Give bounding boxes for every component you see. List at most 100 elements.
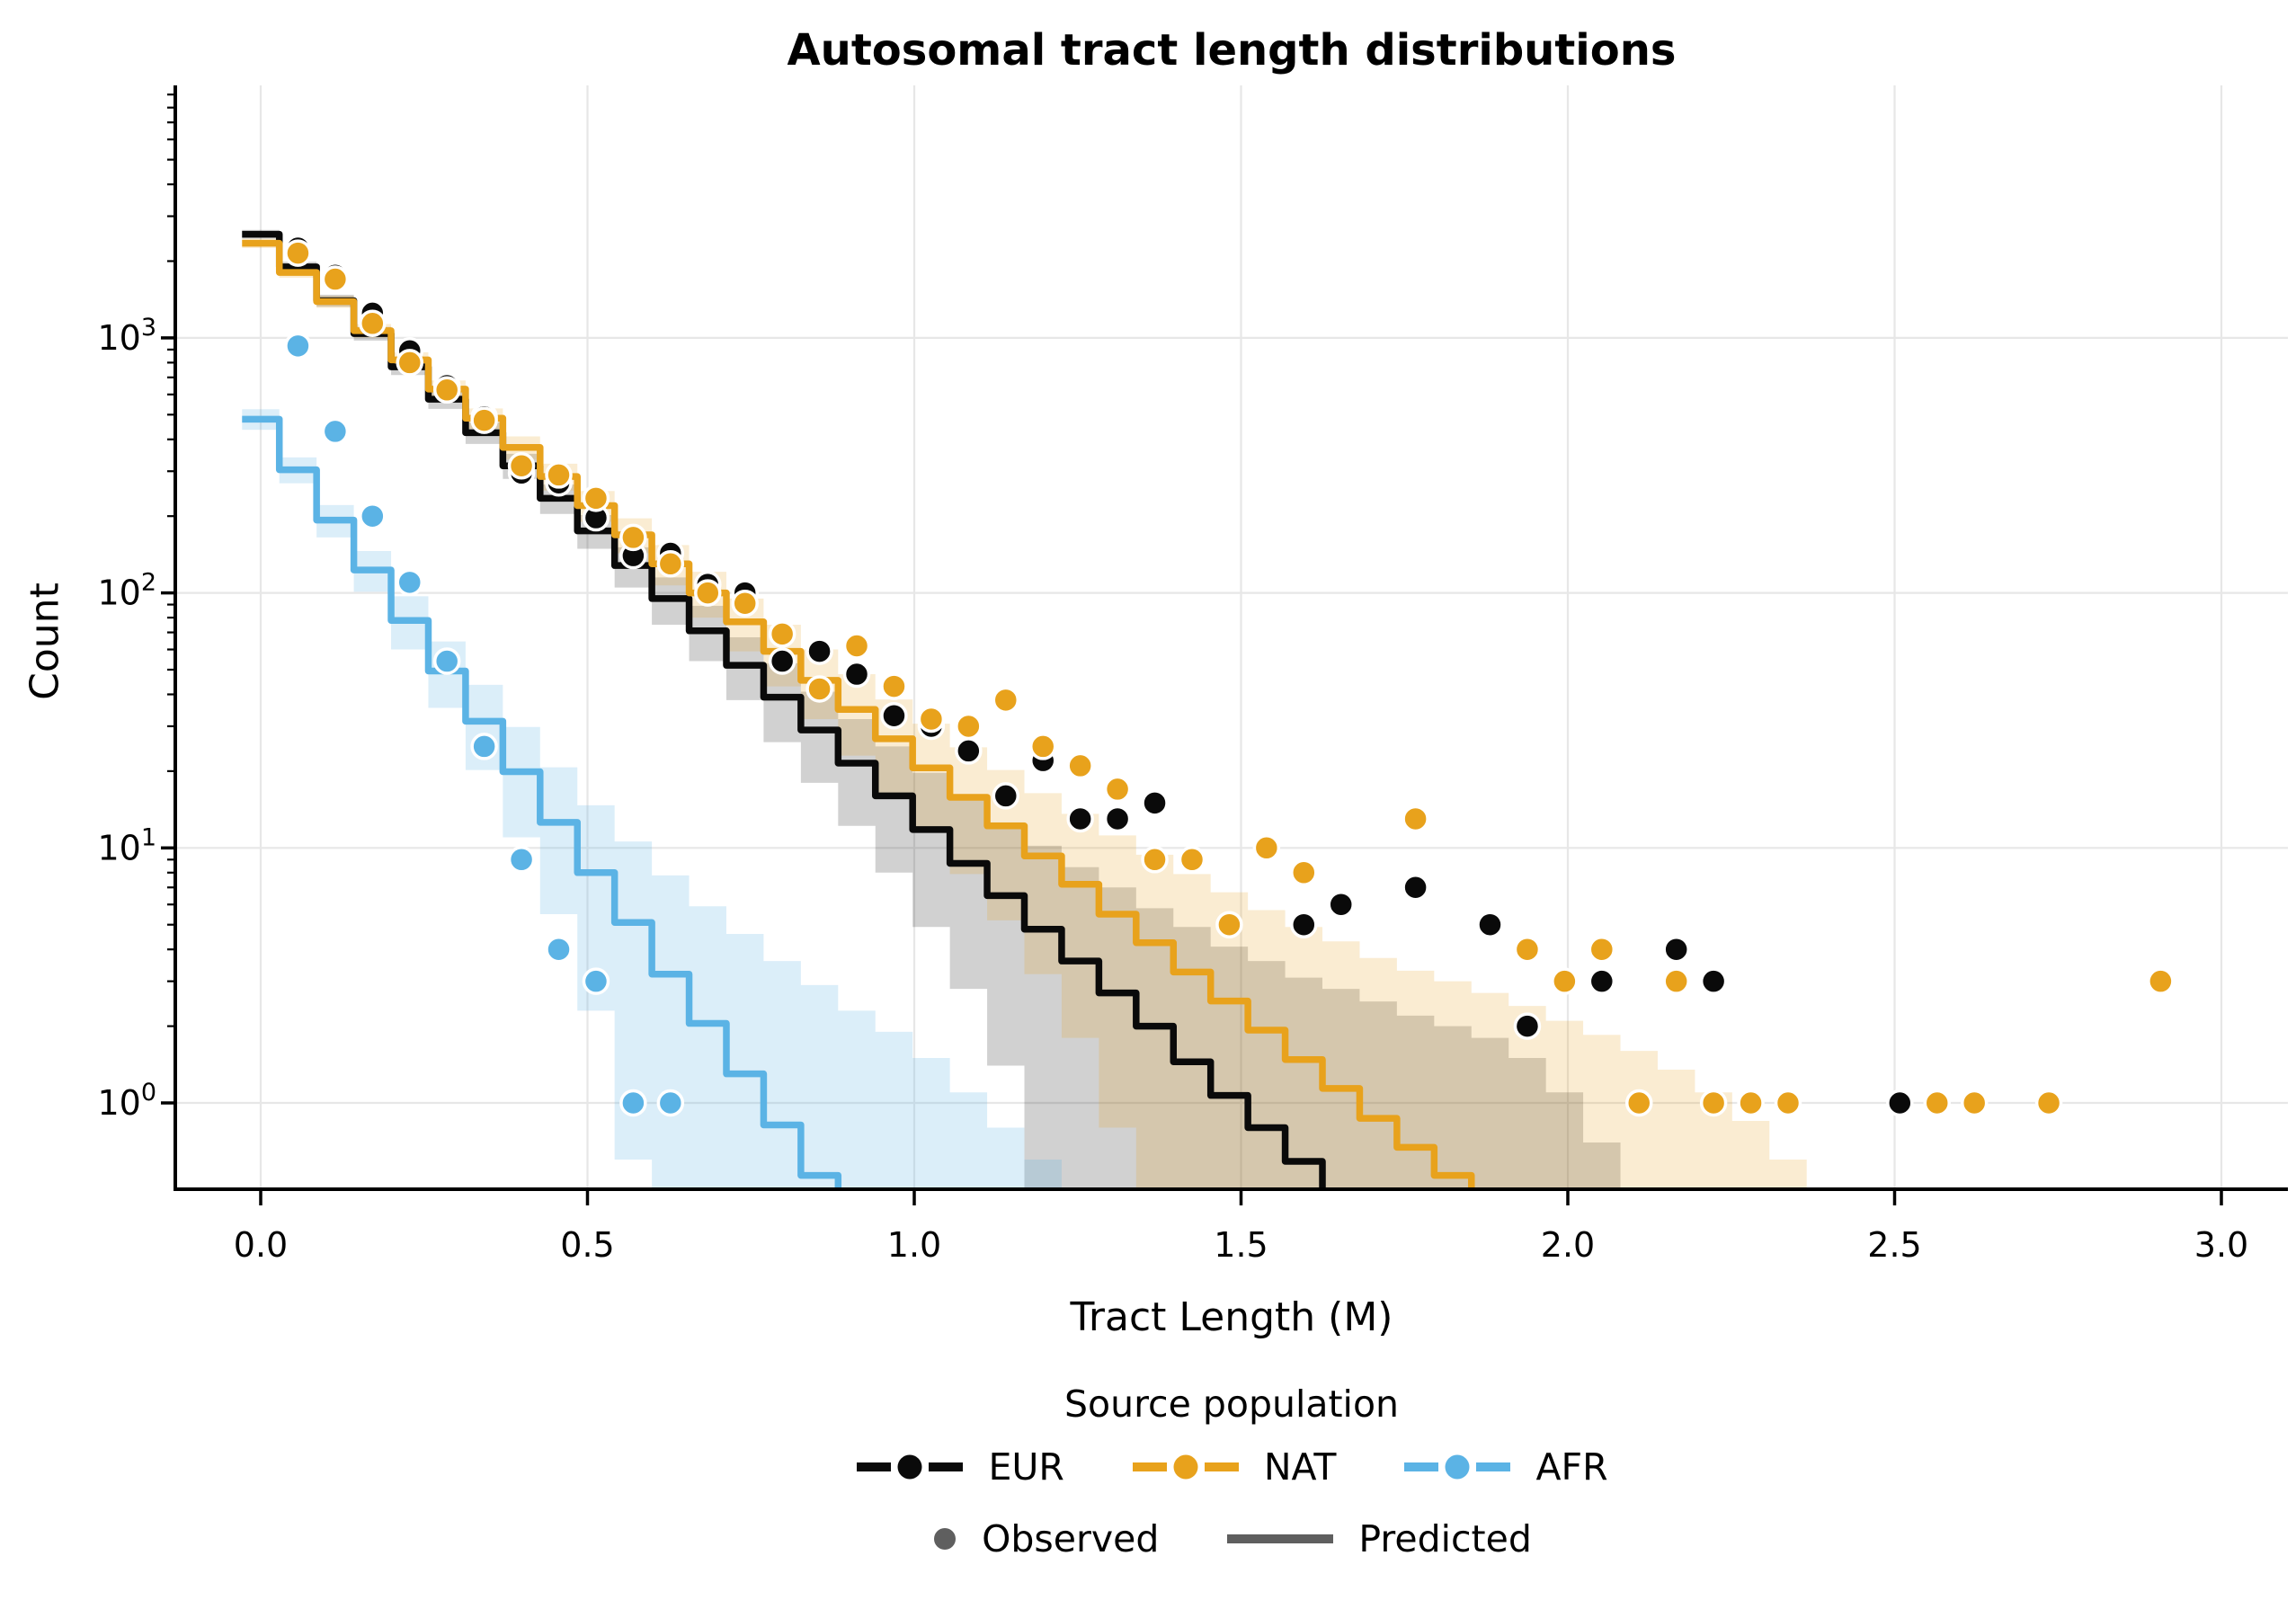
nat-observed-point xyxy=(1662,967,1690,995)
eur-observed-point xyxy=(880,701,908,730)
legend: Source population EUR NAT AFR xyxy=(333,1382,2131,1589)
nat-observed-point xyxy=(1103,775,1132,804)
eur-observed-point xyxy=(1513,1012,1542,1040)
x-tick-label: 2.5 xyxy=(1867,1225,1921,1265)
x-axis-label: Tract Length (M) xyxy=(1070,1294,1393,1340)
x-axis-ticks: 0.0 0.5 1.0 1.5 2.0 2.5 3.0 xyxy=(234,1189,2248,1265)
nat-observed-point xyxy=(1624,1089,1653,1117)
nat-observed-point xyxy=(396,349,424,377)
eur-observed-point xyxy=(1327,890,1355,919)
nat-observed-point xyxy=(507,451,536,480)
nat-observed-point xyxy=(1774,1089,1802,1117)
eur-observed-point xyxy=(1402,873,1429,902)
y-tick-label: 102 xyxy=(97,569,156,613)
plot-area xyxy=(242,229,2175,1189)
afr-observed-point xyxy=(582,967,610,995)
eur-observed-dots xyxy=(284,234,1914,1117)
nat-confidence-band xyxy=(242,238,1807,1189)
predicted-line-icon xyxy=(1227,1534,1334,1543)
gridlines xyxy=(175,85,2288,1189)
eur-predicted-line xyxy=(242,230,1326,1189)
eur-observed-point xyxy=(992,782,1020,810)
x-tick-label: 1.0 xyxy=(887,1225,941,1265)
nat-observed-point xyxy=(1960,1089,1989,1117)
y-tick-label: 103 xyxy=(97,314,156,358)
eur-confidence-band xyxy=(242,229,1621,1189)
nat-observed-point xyxy=(1290,858,1318,887)
nat-observed-point xyxy=(1513,935,1542,964)
legend-item-observed: Observed xyxy=(931,1517,1159,1560)
eur-observed-point xyxy=(805,637,833,665)
legend-label-eur: EUR xyxy=(988,1445,1064,1489)
legend-label-afr: AFR xyxy=(1535,1445,1608,1489)
nat-observed-point xyxy=(768,620,796,648)
nat-observed-point xyxy=(321,265,350,293)
nat-observed-point xyxy=(582,484,610,512)
afr-observed-point xyxy=(359,502,387,530)
nat-observed-point xyxy=(656,550,685,578)
nat-line-dot-marker xyxy=(1132,1454,1239,1480)
afr-line-dot-marker xyxy=(1404,1454,1511,1480)
nat-observed-point xyxy=(432,376,461,404)
nat-predicted-line xyxy=(242,239,1475,1189)
eur-observed-point xyxy=(1066,804,1094,833)
nat-observed-point xyxy=(1252,834,1281,862)
nat-observed-point xyxy=(1923,1089,1952,1117)
afr-predicted-line xyxy=(242,415,842,1189)
nat-observed-point xyxy=(1066,751,1094,780)
afr-observed-point xyxy=(396,568,424,597)
nat-observed-point xyxy=(1141,846,1169,874)
eur-observed-point xyxy=(1662,935,1690,964)
legend-label-nat: NAT xyxy=(1263,1445,1337,1489)
afr-confidence-band xyxy=(242,409,1062,1189)
axes-spines xyxy=(174,85,2288,1191)
y-axis-ticks: 103 102 101 100 xyxy=(97,93,175,1123)
x-tick-label: 3.0 xyxy=(2194,1225,2248,1265)
nat-observed-point xyxy=(1737,1089,1765,1117)
legend-label-predicted: Predicted xyxy=(1358,1517,1532,1560)
nat-observed-point xyxy=(284,239,312,267)
legend-title: Source population xyxy=(1063,1382,1400,1426)
eur-observed-point xyxy=(1103,804,1132,833)
eur-observed-point xyxy=(842,660,871,689)
nat-observed-point xyxy=(470,406,498,434)
observed-dot-icon xyxy=(934,1528,957,1550)
eur-observed-point xyxy=(1588,967,1616,995)
afr-observed-point xyxy=(470,733,498,760)
afr-observed-point xyxy=(545,935,573,964)
eur-line-dot-marker xyxy=(857,1454,964,1480)
nat-observed-point xyxy=(992,686,1020,715)
nat-observed-point xyxy=(619,523,647,552)
nat-observed-point xyxy=(2147,967,2175,995)
eur-observed-point xyxy=(1699,967,1728,995)
nat-observed-point xyxy=(805,675,833,703)
nat-observed-point xyxy=(880,672,908,700)
afr-observed-point xyxy=(284,332,312,360)
legend-item-predicted: Predicted xyxy=(1225,1517,1532,1560)
afr-observed-point xyxy=(507,846,536,874)
nat-observed-point xyxy=(1588,935,1616,964)
x-tick-label: 2.0 xyxy=(1541,1225,1595,1265)
afr-observed-point xyxy=(432,647,461,675)
nat-observed-dots xyxy=(284,239,2175,1117)
nat-observed-point xyxy=(545,461,573,489)
legend-item-eur: EUR xyxy=(855,1445,1064,1489)
nat-observed-point xyxy=(694,579,722,607)
afr-observed-point xyxy=(321,417,350,446)
nat-observed-point xyxy=(1215,911,1243,938)
eur-observed-point xyxy=(1476,911,1504,938)
afr-observed-dots xyxy=(284,332,685,1117)
x-tick-label: 1.5 xyxy=(1214,1225,1268,1265)
nat-observed-point xyxy=(917,705,946,733)
nat-observed-point xyxy=(1178,846,1206,874)
nat-observed-point xyxy=(731,589,759,618)
nat-observed-point xyxy=(359,309,387,338)
legend-item-nat: NAT xyxy=(1131,1445,1337,1489)
eur-observed-point xyxy=(1886,1089,1914,1117)
nat-observed-point xyxy=(1551,967,1579,995)
afr-observed-point xyxy=(619,1089,647,1117)
eur-observed-point xyxy=(768,647,796,675)
afr-observed-point xyxy=(656,1089,685,1117)
eur-observed-point xyxy=(955,737,983,765)
